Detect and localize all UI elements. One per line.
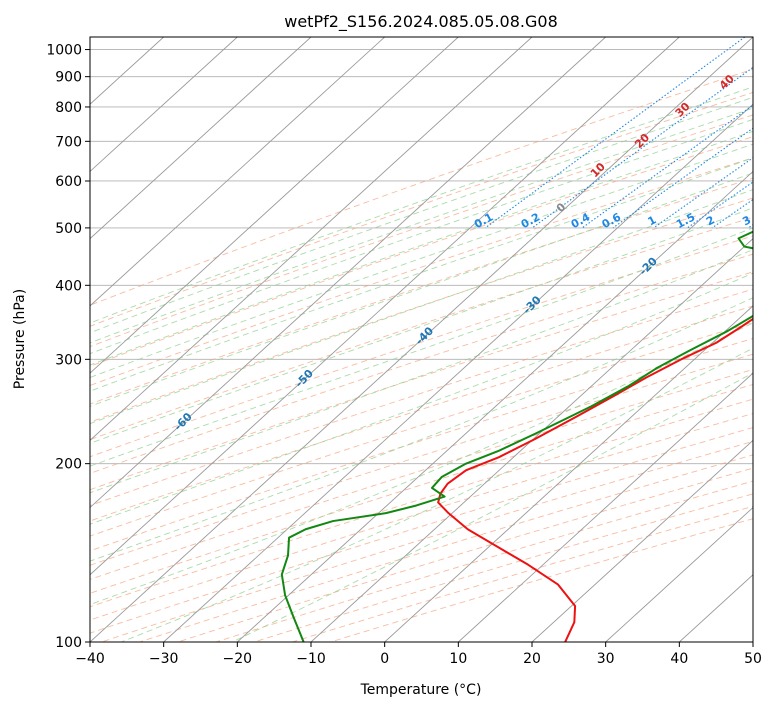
- x-axis: −40 −30 −20 −10 0 10 20 30 40 50: [75, 642, 762, 667]
- y-tick-label: 800: [55, 100, 82, 116]
- dry-adiabat: [330, 518, 753, 642]
- y-tick-label: 600: [55, 174, 82, 190]
- x-tick-label: 50: [744, 651, 762, 667]
- dry-adiabat: [90, 427, 753, 634]
- dry-adiabat: [90, 369, 753, 580]
- dry-adiabat: [90, 136, 753, 367]
- isotherm: [237, 170, 753, 642]
- dry-adiabat: [90, 413, 753, 621]
- dry-adiabat: [90, 253, 753, 474]
- isotherm: [458, 372, 753, 642]
- y-tick-label: 500: [55, 221, 82, 237]
- moist-adiabat: [90, 322, 753, 606]
- dry-adiabat: [90, 288, 753, 507]
- y-axis-label: Pressure (hPa): [12, 289, 28, 389]
- x-tick-label: −30: [149, 651, 179, 667]
- x-tick-label: 20: [523, 651, 541, 667]
- moist-adiabat: [90, 157, 753, 392]
- y-tick-label: 1000: [46, 43, 82, 59]
- isotherm: [90, 37, 385, 307]
- moist-adiabat: [90, 207, 753, 444]
- dry-adiabat: [254, 493, 753, 642]
- isotherm: [90, 37, 680, 576]
- dry-adiabat: [90, 114, 753, 348]
- mixing-ratio-line: [531, 66, 753, 229]
- moist-adiabat: [90, 130, 753, 366]
- x-axis-label: Temperature (°C): [360, 682, 482, 698]
- moist-adiabat: [90, 297, 753, 562]
- dry-adiabat: [90, 235, 753, 458]
- x-tick-label: 30: [597, 651, 615, 667]
- y-tick-label: 900: [55, 70, 82, 86]
- mixing-ratio-line: [581, 104, 753, 229]
- x-tick-label: 10: [449, 651, 467, 667]
- plot-frame: [89, 36, 754, 643]
- y-tick-label: 200: [55, 457, 82, 473]
- background-lines: [90, 37, 753, 642]
- dewpoint-profile: [280, 230, 753, 642]
- dry-adiabat: [292, 505, 753, 642]
- isotherm: [90, 37, 238, 173]
- moist-adiabat: [90, 96, 753, 334]
- isotherm: [531, 439, 753, 642]
- x-tick-label: 0: [380, 651, 389, 667]
- moist-adiabat: [90, 86, 753, 324]
- y-tick-label: 300: [55, 352, 82, 368]
- dry-adiabat: [90, 271, 753, 491]
- isotherm: [163, 103, 753, 642]
- chart-title: wetPf2_S156.2024.085.05.08.G08: [284, 12, 558, 32]
- isotherm: [90, 37, 753, 642]
- moist-adiabat: [90, 107, 753, 344]
- dry-adiabat: [90, 338, 753, 552]
- isotherm: [310, 238, 753, 642]
- dry-adiabat: [90, 353, 753, 566]
- dry-adiabat: [90, 177, 753, 405]
- isotherm: [90, 37, 312, 240]
- x-tick-label: −10: [296, 651, 326, 667]
- y-axis: 100 200 300 400 500 600 700 800 900 1000: [46, 43, 90, 651]
- dry-adiabat: [90, 157, 753, 386]
- x-tick-label: −20: [223, 651, 253, 667]
- isotherm-label: -10: [748, 220, 771, 243]
- isotherm: [90, 37, 459, 374]
- mixing-ratio-line: [653, 157, 753, 229]
- y-tick-label: 700: [55, 134, 82, 150]
- isotherm: [384, 305, 753, 642]
- isotherm: [605, 506, 753, 642]
- mixing-ratio-line: [612, 127, 753, 229]
- dry-adiabat: [90, 197, 753, 423]
- x-tick-label: 40: [670, 651, 688, 667]
- isotherm: [90, 37, 533, 441]
- isotherm: [90, 37, 606, 509]
- temperature-profile: [437, 317, 753, 642]
- x-tick-label: −40: [75, 651, 105, 667]
- y-tick-label: 400: [55, 278, 82, 294]
- y-tick-label: 100: [55, 635, 82, 651]
- dry-adiabat: [215, 480, 753, 642]
- series-layer: [280, 230, 753, 642]
- mixing-ratio-line: [485, 37, 746, 229]
- dry-adiabat: [90, 216, 753, 441]
- dry-adiabat: [90, 384, 753, 594]
